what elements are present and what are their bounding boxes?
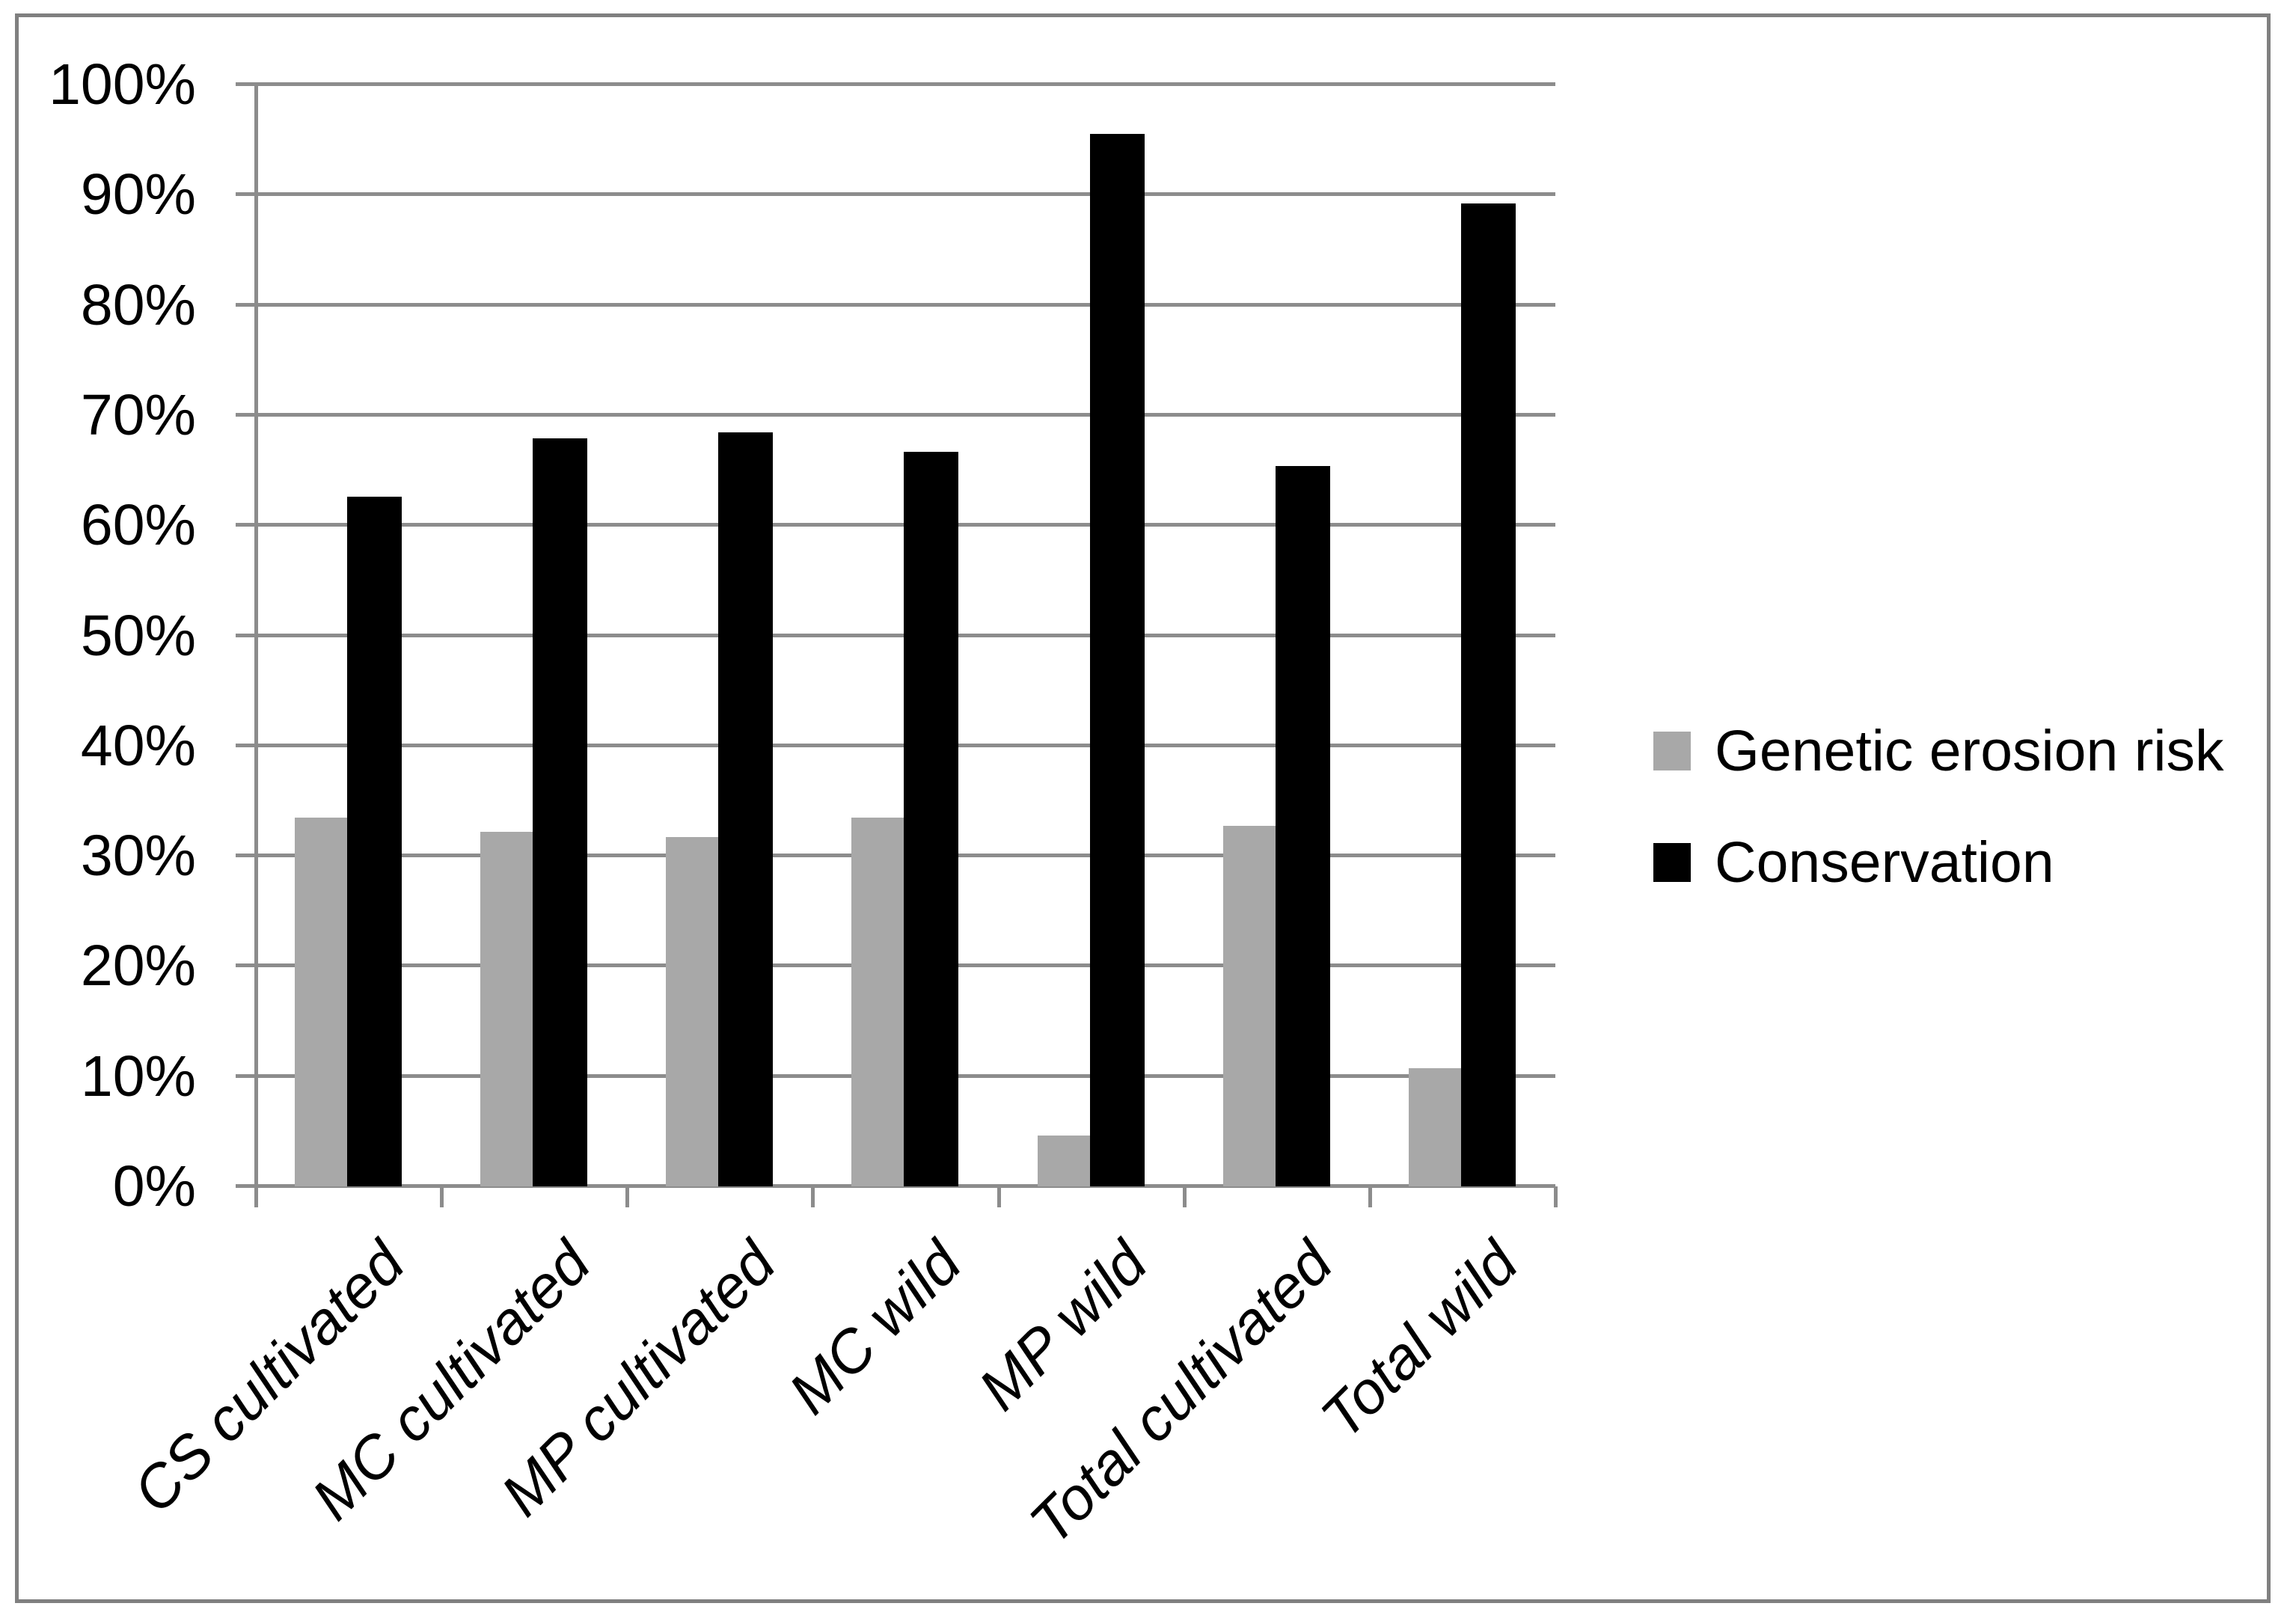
bar-genetic-erosion-risk-7: [1408, 1068, 1461, 1186]
legend-item-conservation: Conservation: [1653, 833, 2054, 892]
gridline-50pct: [236, 633, 1555, 637]
gridline-100pct: [236, 82, 1555, 86]
genetic-erosion-risk-legend-swatch: [1653, 732, 1691, 770]
y-axis-tick-label: 100%: [49, 52, 196, 117]
legend-label: Conservation: [1715, 830, 2054, 895]
bar-conservation-1: [347, 496, 402, 1186]
legend-item-genetic-erosion-risk: Genetic erosion risk: [1653, 721, 2223, 781]
y-axis-tick-label: 10%: [80, 1044, 196, 1109]
y-axis-line: [254, 82, 258, 1207]
bar-conservation-5: [1089, 134, 1145, 1186]
y-axis-tick-label: 80%: [80, 272, 196, 337]
x-axis-tick: [1182, 1186, 1187, 1207]
y-axis-tick-label: 0%: [112, 1154, 196, 1219]
bar-genetic-erosion-risk-5: [1037, 1136, 1090, 1186]
gridline-90pct: [236, 192, 1555, 197]
bar-genetic-erosion-risk-4: [851, 817, 904, 1186]
x-axis-tick: [254, 1186, 258, 1207]
x-axis-tick: [1554, 1186, 1558, 1207]
y-axis-tick-label: 30%: [80, 824, 196, 889]
y-axis-tick-label: 50%: [80, 603, 196, 668]
y-axis-tick-label: 40%: [80, 713, 196, 778]
gridline-40pct: [236, 743, 1555, 747]
gridline-80pct: [236, 302, 1555, 307]
x-axis-tick: [997, 1186, 1001, 1207]
x-axis-tick: [1368, 1186, 1372, 1207]
legend-label: Genetic erosion risk: [1715, 719, 2224, 783]
x-axis-tick: [440, 1186, 444, 1207]
figure-border: [15, 13, 2271, 1603]
bar-conservation-3: [718, 432, 774, 1186]
bar-conservation-7: [1460, 203, 1516, 1186]
x-axis-tick: [625, 1186, 630, 1207]
gridline-70pct: [236, 412, 1555, 417]
x-axis-tick: [811, 1186, 815, 1207]
y-axis-tick-label: 70%: [80, 382, 196, 447]
bar-conservation-4: [904, 451, 959, 1186]
y-axis-tick-label: 20%: [80, 934, 196, 999]
y-axis-tick-label: 60%: [80, 493, 196, 558]
gridline-60pct: [236, 523, 1555, 527]
bar-genetic-erosion-risk-1: [295, 817, 347, 1186]
bar-conservation-6: [1275, 465, 1330, 1186]
bar-conservation-2: [533, 438, 588, 1186]
y-axis-tick-label: 90%: [80, 162, 196, 227]
bar-genetic-erosion-risk-6: [1222, 826, 1276, 1186]
conservation-legend-swatch: [1653, 843, 1691, 882]
bar-genetic-erosion-risk-2: [480, 831, 533, 1186]
bar-genetic-erosion-risk-3: [666, 837, 719, 1186]
